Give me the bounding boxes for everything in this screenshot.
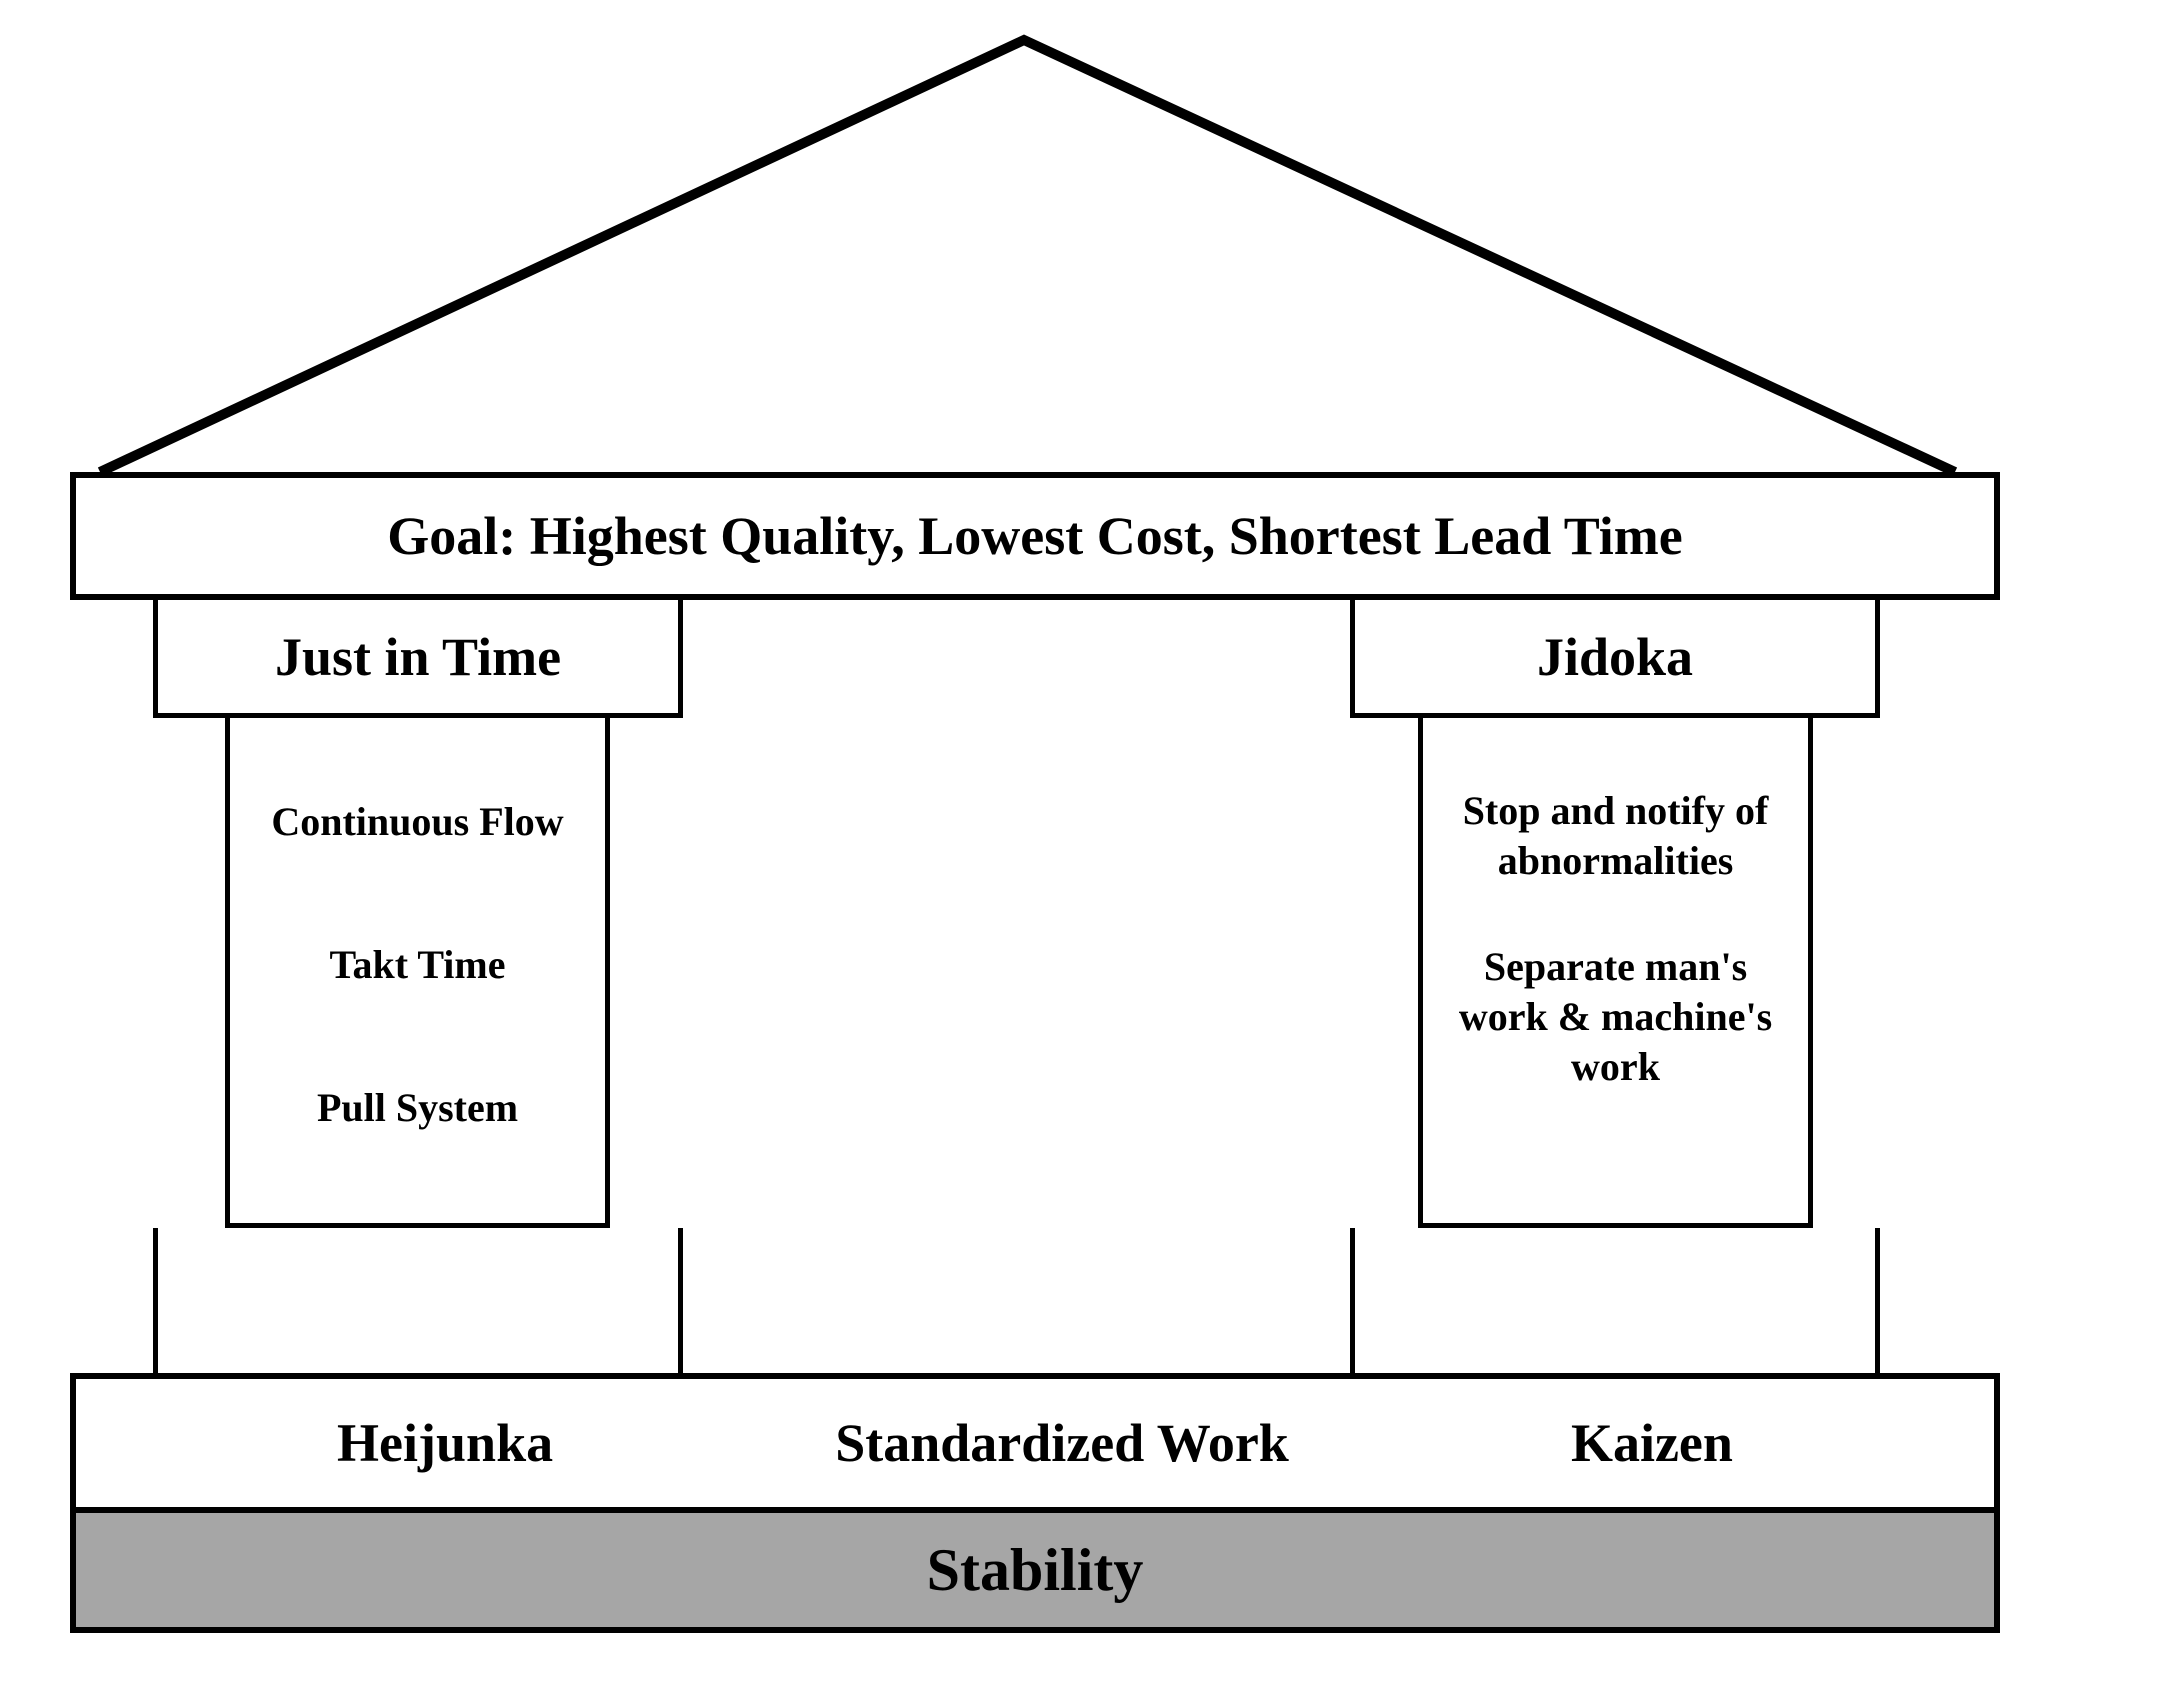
right-pillar-item: Stop and notify of abnormalities	[1435, 786, 1796, 886]
left-pillar-item: Continuous Flow	[230, 798, 605, 845]
tps-house-diagram: Goal: Highest Quality, Lowest Cost, Shor…	[0, 0, 2173, 1702]
right-pillar-body: Stop and notify of abnormalities Separat…	[1418, 718, 1813, 1228]
foundation-label-heijunka: Heijunka	[337, 1412, 553, 1474]
foundation-label-standardized-work: Standardized Work	[835, 1412, 1289, 1474]
left-pillar-title: Just in Time	[275, 626, 561, 688]
right-pillar-title: Jidoka	[1537, 626, 1693, 688]
left-pillar-item: Takt Time	[230, 941, 605, 988]
foundation-label-kaizen: Kaizen	[1571, 1412, 1733, 1474]
goal-bar: Goal: Highest Quality, Lowest Cost, Shor…	[70, 472, 2000, 600]
left-pillar-body: Continuous Flow Takt Time Pull System	[225, 718, 610, 1228]
left-pillar-item: Pull System	[230, 1084, 605, 1131]
upper-foundation: Heijunka Standardized Work Kaizen	[70, 1373, 2000, 1513]
left-pillar-cap: Just in Time	[153, 600, 683, 718]
stability-text: Stability	[927, 1536, 1144, 1605]
left-pillar-base	[153, 1228, 683, 1373]
goal-text: Goal: Highest Quality, Lowest Cost, Shor…	[387, 505, 1683, 567]
roof-triangle	[0, 0, 2173, 500]
right-pillar-base	[1350, 1228, 1880, 1373]
right-pillar-item: Separate man's work & machine's work	[1435, 942, 1796, 1092]
stability-base: Stability	[70, 1513, 2000, 1633]
right-pillar-cap: Jidoka	[1350, 600, 1880, 718]
